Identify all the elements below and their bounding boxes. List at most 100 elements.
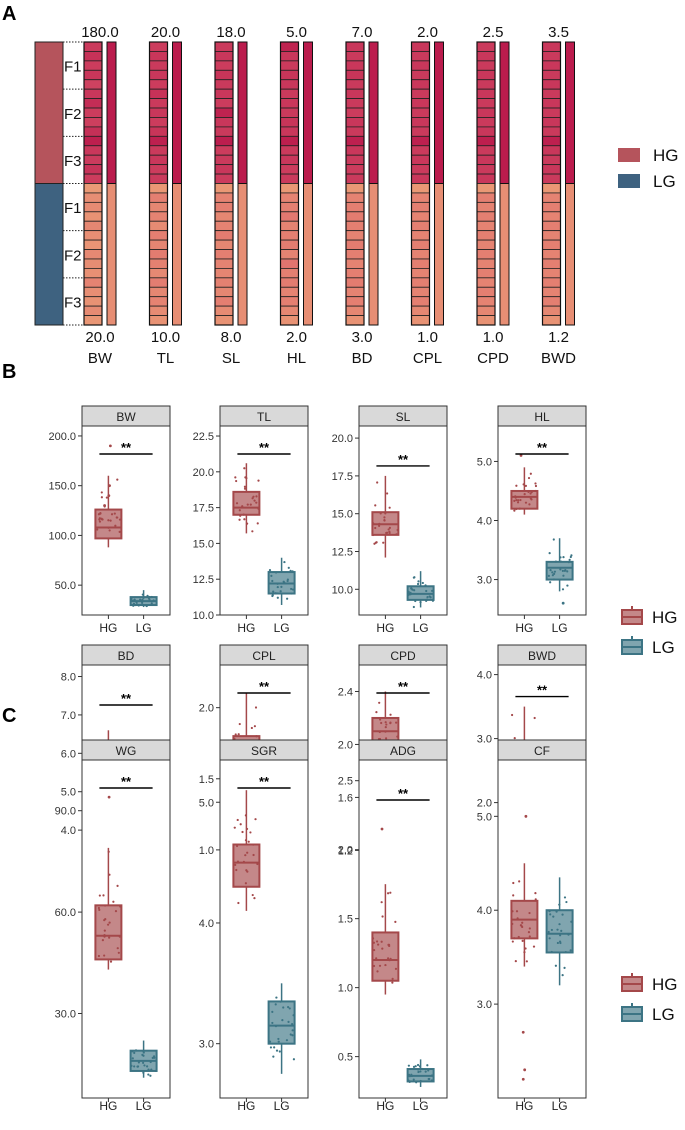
group-bar-lg (34, 183, 64, 326)
heatmap-cell (542, 60, 561, 71)
heatmap-cell (149, 79, 168, 90)
heatmap-cell (280, 117, 299, 128)
jitter-point (563, 896, 567, 899)
jitter-point (101, 518, 104, 521)
jitter-point (518, 507, 521, 510)
jitter-point (550, 928, 553, 932)
y-tick-label: 17.5 (193, 503, 214, 515)
jitter-point (282, 1006, 285, 1009)
jitter-point (289, 1033, 292, 1036)
heatmap-cell (542, 211, 561, 222)
heatmap-cell (83, 154, 103, 166)
heatmap-cell (83, 88, 103, 99)
heatmap-cell (149, 164, 168, 175)
jitter-point (386, 492, 389, 495)
heatmap-cell (83, 192, 103, 203)
jitter-point (532, 945, 536, 948)
jitter-point (528, 927, 531, 930)
jitter-point (243, 485, 247, 488)
jitter-point (236, 818, 239, 822)
jitter-point (269, 1046, 273, 1049)
heatmap-cell (476, 305, 496, 316)
y-tick-label: 2.5 (338, 776, 353, 788)
heatmap-cell (345, 51, 365, 62)
jitter-point (524, 501, 528, 504)
jitter-point (147, 1073, 150, 1076)
jitter-point (281, 1019, 284, 1022)
x-tick-label: LG (413, 1099, 429, 1113)
y-tick-label: 3.0 (477, 734, 492, 746)
jitter-point (246, 503, 249, 506)
jitter-point (521, 939, 524, 942)
significance-label: ** (537, 683, 548, 698)
jitter-point (235, 844, 239, 848)
heatmap-cell (280, 51, 299, 62)
jitter-point (513, 509, 516, 512)
heatmap-column-frame (345, 41, 365, 326)
jitter-point (283, 560, 286, 564)
jitter-point (280, 585, 283, 588)
jitter-point (514, 496, 517, 499)
heatmap-cell (83, 286, 103, 298)
heatmap-cell (476, 192, 496, 203)
heatmap-cell (83, 249, 103, 260)
jitter-point (106, 923, 110, 926)
jitter-point (108, 873, 111, 876)
heatmap-cell (280, 296, 299, 307)
jitter-point (118, 935, 121, 938)
jitter-point (559, 560, 563, 563)
boxplot-wg: WG 30.0 60.0 90.0 HG LG ** (55, 739, 171, 1113)
jitter-point (132, 602, 136, 605)
heatmap-cell (214, 296, 234, 307)
outlier-point (521, 1030, 525, 1034)
heatmap-cell (476, 88, 496, 99)
boxplot-cf: CF 3.0 4.0 5.0 HG LG (477, 739, 587, 1113)
heatmap-cell (214, 154, 234, 166)
jitter-point (417, 580, 420, 583)
heatmap-cell (476, 183, 496, 194)
heatmap-cell (542, 296, 561, 307)
jitter-point (289, 569, 292, 572)
heatmap-cell (476, 173, 496, 184)
heatmap-cell (214, 107, 234, 118)
mean-bar-hg (368, 41, 379, 184)
y-tick-label: 4.0 (477, 905, 492, 917)
mean-bar-hg (106, 41, 117, 184)
jitter-point (118, 530, 121, 533)
outlier-point (521, 1077, 525, 1081)
jitter-point (107, 850, 110, 853)
heatmap-cell (411, 267, 430, 279)
jitter-point (235, 868, 238, 872)
mean-bar-hg (303, 41, 313, 184)
trait-max-label: 20.0 (151, 24, 180, 41)
jitter-point (290, 587, 293, 591)
legends: HG LG HG LG HG LG (618, 146, 679, 1024)
heatmap-cell (542, 277, 561, 288)
y-tick-label: 3.0 (477, 999, 492, 1011)
jitter-point (116, 884, 119, 887)
jitter-point (109, 960, 113, 963)
y-tick-label: 8.0 (61, 672, 76, 684)
heatmap-cell (214, 98, 234, 109)
y-tick-label: 2.0 (477, 798, 492, 810)
jitter-point (103, 935, 106, 938)
jitter-point (241, 830, 244, 834)
boxplot-hl: HL 3.0 4.0 5.0 HG LG ** (477, 405, 587, 635)
facet-strip-label: CPD (390, 649, 416, 663)
jitter-point (105, 496, 108, 499)
x-tick-label: HG (237, 1099, 255, 1113)
jitter-point (275, 1049, 279, 1052)
heatmap-cell (542, 88, 561, 99)
jitter-point (102, 894, 105, 897)
x-tick-label: LG (552, 1099, 568, 1113)
jitter-point (516, 501, 520, 504)
jitter-point (407, 590, 410, 594)
mean-bar-lg (106, 183, 117, 326)
heatmap-cell (411, 296, 430, 307)
heatmap-cell (476, 258, 496, 269)
trait-min-label: 2.0 (286, 329, 307, 346)
heatmap-cell (542, 145, 561, 156)
mean-bar-hg (172, 41, 182, 184)
facet-strip-label: CF (534, 744, 550, 758)
jitter-point (108, 921, 111, 924)
